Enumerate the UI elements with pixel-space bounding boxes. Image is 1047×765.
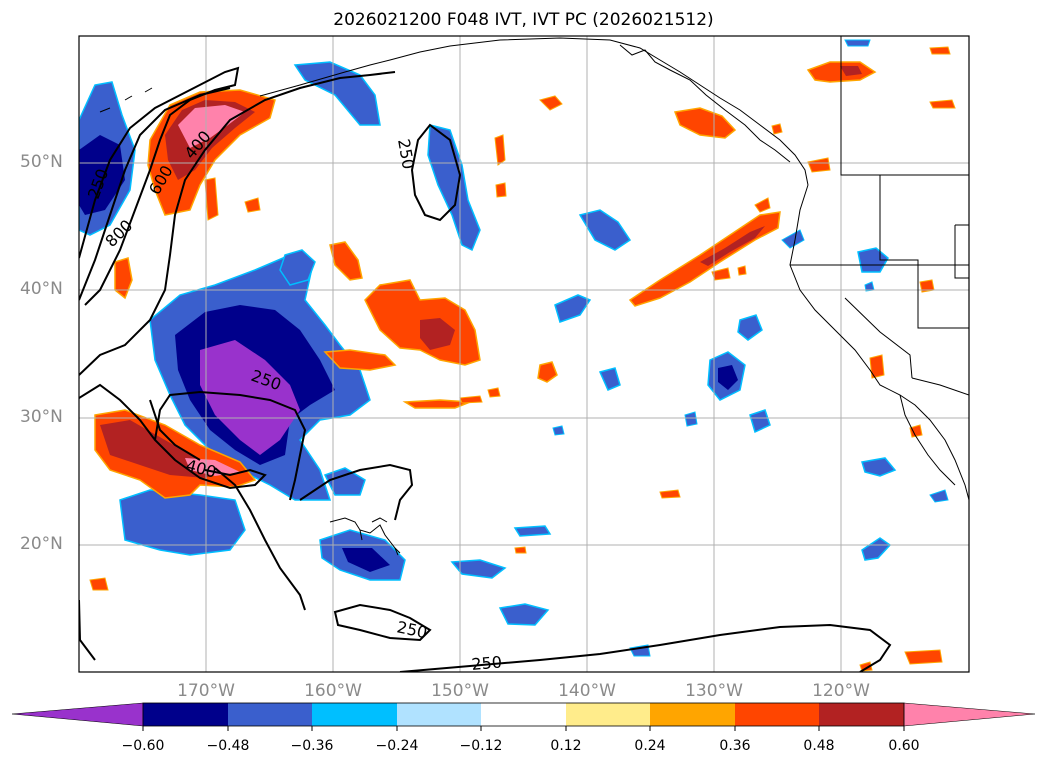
lon-label: 160°W [304,681,362,701]
colorbar-extend-high [903,702,1036,727]
contour-label: 250 [394,137,418,170]
colorbar-extend-low [11,702,144,727]
lat-label: 40°N [20,279,63,299]
colorbar-segment [819,703,904,726]
colorbar-tick-label: 0.24 [634,738,666,754]
colorbar-segment [481,703,566,726]
colorbar-segment [143,703,228,726]
colorbar-segment [397,703,481,726]
colorbar-tick-label: 0.60 [888,738,920,754]
colorbar-segment [228,703,312,726]
lon-label: 120°W [812,681,870,701]
gridlines [79,36,969,672]
colorbar-tick-label: −0.12 [459,738,503,754]
lon-label: 170°W [177,681,235,701]
colorbar-tick-label: 0.36 [719,738,751,754]
colorbar-segment [566,703,650,726]
colorbar [11,702,1036,731]
colorbar-segment [650,703,735,726]
colorbar-tick-label: 0.48 [803,738,835,754]
colorbar-tick-label: −0.48 [206,738,250,754]
lon-label: 140°W [558,681,616,701]
contour-label: 250 [471,652,503,674]
map-title: 2026021200 F048 IVT, IVT PC (2026021512) [333,10,714,30]
lon-label: 150°W [431,681,489,701]
lon-label: 130°W [685,681,743,701]
colorbar-segment [312,703,397,726]
colorbar-segment [735,703,819,726]
lat-label: 20°N [20,534,63,554]
lat-label: 50°N [20,152,63,172]
colorbar-tick-label: −0.36 [290,738,334,754]
coastlines [99,36,969,556]
lat-label: 30°N [20,407,63,427]
map-frame [78,35,970,673]
colorbar-tick-label: −0.24 [375,738,419,754]
colorbar-tick-label: −0.60 [121,738,165,754]
colorbar-tick-label: 0.12 [550,738,582,754]
